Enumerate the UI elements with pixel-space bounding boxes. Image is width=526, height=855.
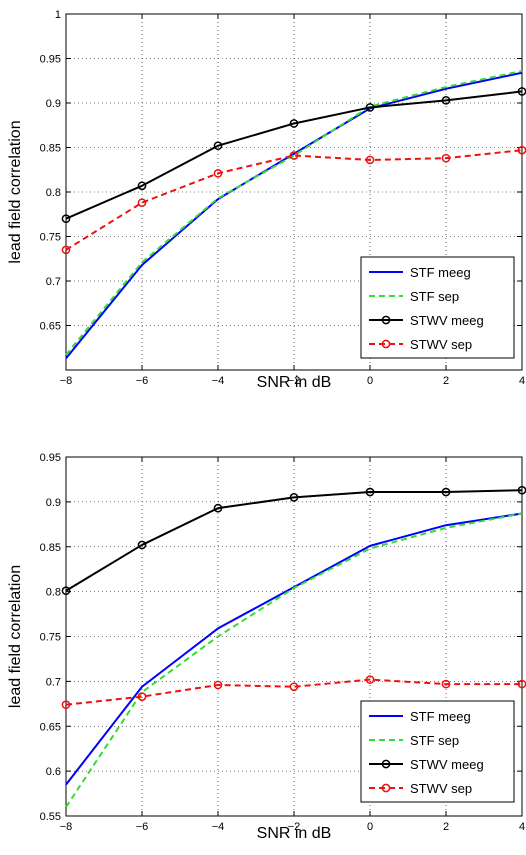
legend-label: STF meeg <box>410 265 471 280</box>
x-tick-label: −6 <box>136 375 149 387</box>
y-tick-label: 0.55 <box>40 811 61 823</box>
data-point <box>213 503 223 513</box>
legend-label: STWV sep <box>410 781 472 796</box>
x-tick-label: 0 <box>367 375 373 387</box>
legend-label: STF meeg <box>410 709 471 724</box>
data-point <box>365 155 375 165</box>
legend-label: STF sep <box>410 289 459 304</box>
legend-label: STWV meeg <box>410 757 484 772</box>
x-tick-label: −2 <box>288 821 301 833</box>
series-line <box>65 678 522 706</box>
legend-item: STF meeg <box>369 265 471 280</box>
data-point <box>289 493 299 502</box>
x-tick-label: −6 <box>136 821 149 833</box>
data-point <box>441 95 451 105</box>
y-tick-label: 0.95 <box>40 452 61 464</box>
y-tick-label: 1 <box>55 9 61 21</box>
x-tick-label: −4 <box>212 375 225 387</box>
x-tick-label: 0 <box>367 821 373 833</box>
legend-label: STWV sep <box>410 337 472 352</box>
y-tick-label: 0.85 <box>40 542 61 554</box>
y-tick-label: 0.85 <box>40 143 61 155</box>
y-tick-label: 0.75 <box>40 632 61 644</box>
legend-item: STF sep <box>369 289 459 304</box>
x-tick-label: −4 <box>212 821 225 833</box>
y-tick-label: 0.8 <box>46 187 61 199</box>
y-tick-label: 0.75 <box>40 232 61 244</box>
data-point <box>365 487 375 497</box>
data-point <box>61 214 71 224</box>
legend-item: STF meeg <box>369 709 471 724</box>
y-tick-label: 0.6 <box>46 766 61 778</box>
legend-label: STF sep <box>410 733 459 748</box>
series-line <box>65 90 523 220</box>
legend-marker <box>381 315 391 325</box>
data-point <box>137 181 147 191</box>
y-tick-label: 0.9 <box>46 98 61 110</box>
series-stwv-meeg <box>61 485 526 596</box>
y-tick-label: 0.9 <box>46 497 61 509</box>
series-line <box>65 149 523 251</box>
series-stf-sep <box>65 69 523 356</box>
data-point <box>137 692 147 701</box>
data-point <box>213 141 223 151</box>
series-stf-meeg <box>65 71 523 360</box>
data-point <box>61 586 71 596</box>
legend-item: STF sep <box>369 733 459 748</box>
legend: STF meeg STF sep STWV meeg STWV sep <box>360 700 515 803</box>
legend-item: STWV sep <box>369 337 472 352</box>
data-point <box>137 540 147 550</box>
data-point <box>137 198 147 208</box>
y-tick-label: 0.8 <box>46 587 61 599</box>
data-point <box>289 682 299 692</box>
x-tick-label: −8 <box>60 375 73 387</box>
legend-marker <box>381 759 391 769</box>
legend: STF meeg STF sep STWV meeg STWV sep <box>360 256 515 359</box>
data-point <box>441 153 451 163</box>
chart-2: −8 −6 −4 −2 0 2 4 0.55 0.6 0.65 0.7 0.75 0.8 0.85 0.9 0… <box>7 452 526 842</box>
x-tick-label: 4 <box>519 821 525 833</box>
y-tick-label: 0.65 <box>40 721 61 733</box>
chart-1: −8 −6 −4 −2 0 2 4 0.65 0.7 0.75 0.8 0.85 0.9 0.95 1 SNR… <box>7 9 526 391</box>
data-point <box>365 103 375 112</box>
data-point <box>213 680 223 690</box>
legend-item: STWV meeg <box>369 757 484 772</box>
x-tick-label: −8 <box>60 821 73 833</box>
y-tick-label: 0.65 <box>40 321 61 333</box>
series-stwv-sep <box>61 145 526 255</box>
y-tick-label: 0.95 <box>40 54 61 66</box>
legend-marker <box>381 783 391 793</box>
data-point <box>441 679 451 689</box>
legend-label: STWV meeg <box>410 313 484 328</box>
y-tick-label: 0.7 <box>46 676 61 688</box>
data-point <box>61 245 71 255</box>
x-axis-label: SNR in dB <box>257 825 332 842</box>
x-tick-label: 4 <box>519 375 525 387</box>
data-point <box>289 119 299 128</box>
series-line <box>65 512 523 808</box>
x-axis-label: SNR in dB <box>257 374 332 391</box>
legend-item: STWV meeg <box>369 313 484 328</box>
data-point <box>441 487 451 497</box>
data-point <box>365 675 375 684</box>
y-axis-label: lead field correlation <box>7 565 24 708</box>
data-point <box>213 168 223 178</box>
series-line <box>65 71 523 360</box>
x-tick-label: −2 <box>288 375 301 387</box>
series-stf-sep <box>65 512 523 808</box>
x-tick-label: 2 <box>443 375 449 387</box>
y-axis-label: lead field correlation <box>7 120 24 263</box>
data-point <box>289 151 299 160</box>
legend-item: STWV sep <box>369 781 472 796</box>
y-tick-label: 0.7 <box>46 276 61 288</box>
series-line <box>65 69 523 356</box>
grid <box>65 456 523 817</box>
x-tick-label: 2 <box>443 821 449 833</box>
series-line <box>65 489 523 592</box>
data-point <box>61 700 71 710</box>
legend-marker <box>381 339 391 349</box>
